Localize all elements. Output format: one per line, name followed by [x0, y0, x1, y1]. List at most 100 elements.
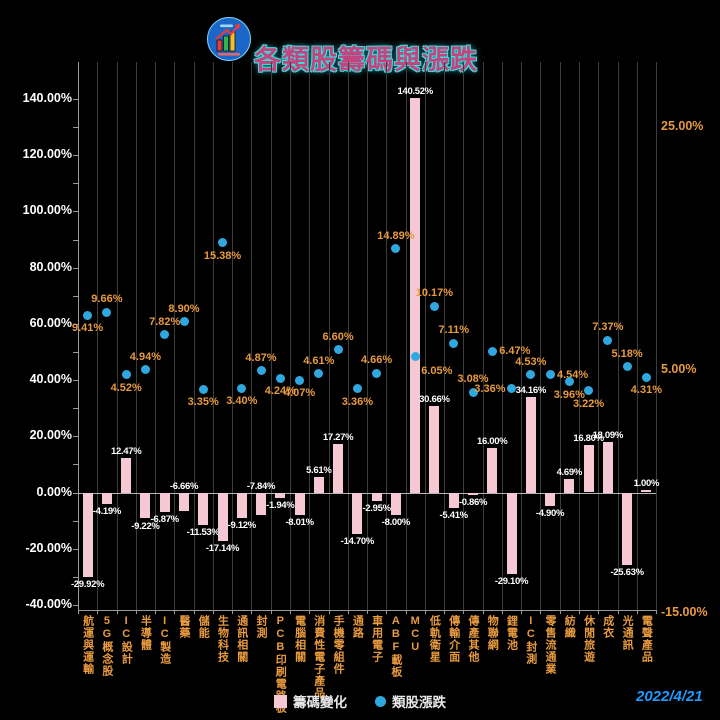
- bar: [198, 492, 209, 525]
- right-axis-label: 5.00%: [661, 362, 697, 376]
- scatter-dot: [564, 377, 574, 387]
- gridline: [232, 62, 234, 610]
- left-axis-tick: [73, 183, 78, 185]
- gridline: [193, 62, 195, 610]
- bar: [602, 441, 613, 493]
- bar: [641, 489, 652, 493]
- scatter-value-label: 4.87%: [245, 351, 277, 364]
- bar-value-label: -8.01%: [285, 517, 314, 529]
- gridline: [501, 62, 503, 610]
- gridline: [174, 62, 176, 610]
- x-axis-tick: [386, 610, 388, 614]
- x-axis-tick: [232, 610, 234, 614]
- category-label: IC製造: [158, 615, 171, 665]
- gridline: [540, 62, 542, 610]
- bar-value-label: -9.12%: [227, 520, 257, 532]
- x-axis-tick: [135, 610, 137, 614]
- bar: [333, 444, 344, 493]
- left-axis-label: 140.00%: [22, 91, 72, 105]
- scatter-value-label: 4.53%: [515, 355, 547, 368]
- category-label: 消費性電子產品: [312, 615, 325, 699]
- category-label: 航運與運輸: [81, 615, 94, 675]
- bar-value-label: -8.00%: [381, 517, 411, 528]
- scatter-dot: [487, 346, 497, 356]
- x-axis-tick: [289, 610, 291, 614]
- chart-legend: 籌碼變化 類股漲跌: [0, 691, 720, 711]
- logo-chart-icon: [207, 17, 251, 61]
- bar-value-label: 140.52%: [397, 85, 433, 97]
- scatter-value-label: 5.18%: [611, 347, 643, 360]
- scatter-value-label: 6.47%: [499, 345, 531, 358]
- scatter-value-label: 3.35%: [187, 396, 219, 408]
- bar-value-label: -14.70%: [340, 535, 375, 547]
- x-axis-tick: [424, 610, 426, 614]
- bar: [140, 492, 151, 519]
- left-axis-label: 40.00%: [29, 372, 72, 387]
- zero-baseline: [78, 492, 656, 494]
- bar: [236, 492, 247, 519]
- x-axis-tick: [174, 610, 176, 614]
- gridline: [598, 62, 600, 610]
- left-axis-tick: [73, 548, 78, 550]
- gridline: [97, 62, 99, 610]
- category-label: 零售流通業: [544, 615, 556, 675]
- left-axis-line: [78, 62, 79, 610]
- left-axis-tick: [73, 464, 78, 466]
- scatter-dot: [179, 317, 189, 327]
- x-axis-tick: [482, 610, 484, 614]
- bar-value-label: -29.10%: [494, 576, 529, 588]
- gridline: [636, 62, 638, 610]
- scatter-dot: [256, 366, 266, 376]
- x-axis-tick: [559, 610, 561, 614]
- left-axis-tick: [73, 576, 78, 578]
- left-axis-tick: [73, 605, 78, 606]
- x-axis-tick: [463, 610, 465, 614]
- left-axis-label: 120.00%: [22, 147, 72, 162]
- bar: [371, 492, 382, 501]
- scatter-value-label: 3.40%: [226, 395, 258, 408]
- x-axis-tick: [116, 610, 118, 614]
- bar: [275, 492, 286, 499]
- bar: [583, 445, 594, 493]
- bar: [448, 492, 459, 508]
- left-axis-label: 80.00%: [29, 259, 72, 274]
- x-axis-tick: [97, 610, 99, 614]
- x-axis-tick: [193, 610, 195, 614]
- bar: [294, 492, 305, 516]
- bar-value-label: 16.80%: [573, 433, 604, 445]
- scatter-dot: [372, 368, 382, 378]
- left-axis-label: -40.00%: [25, 597, 72, 611]
- category-label: 傳產其他: [467, 615, 479, 663]
- bar: [525, 396, 536, 493]
- scatter-value-label: 4.52%: [110, 381, 142, 394]
- scatter-value-label: 6.60%: [322, 330, 354, 343]
- bar: [622, 492, 633, 565]
- category-label: ABF載板: [389, 615, 402, 678]
- bar-value-label: -0.86%: [458, 497, 488, 508]
- left-axis-tick: [73, 127, 78, 129]
- category-label: 鋰電池: [505, 615, 518, 651]
- bar-value-label: -4.19%: [92, 506, 122, 518]
- bar: [468, 492, 478, 495]
- gridline: [463, 62, 465, 610]
- gridline: [309, 62, 311, 610]
- date-label: 2022/4/21: [636, 688, 703, 705]
- left-axis-tick: [73, 155, 78, 157]
- left-axis-tick: [73, 492, 78, 494]
- bar: [179, 492, 189, 512]
- scatter-dot: [507, 384, 516, 394]
- bar: [564, 479, 575, 493]
- scatter-dot: [121, 370, 131, 380]
- left-axis-tick: [73, 239, 78, 241]
- scatter-dot: [237, 383, 247, 393]
- bar: [429, 406, 440, 493]
- gridline: [135, 62, 137, 610]
- category-label: 生物科技: [216, 615, 229, 663]
- x-axis-tick: [636, 610, 638, 614]
- scatter-dot: [275, 373, 285, 383]
- bar-value-label: 5.61%: [306, 464, 332, 476]
- x-axis-tick: [78, 610, 79, 614]
- bar-value-label: -11.53%: [186, 527, 220, 538]
- bar-value-label: -6.87%: [150, 513, 180, 525]
- category-label: 封測: [255, 615, 267, 639]
